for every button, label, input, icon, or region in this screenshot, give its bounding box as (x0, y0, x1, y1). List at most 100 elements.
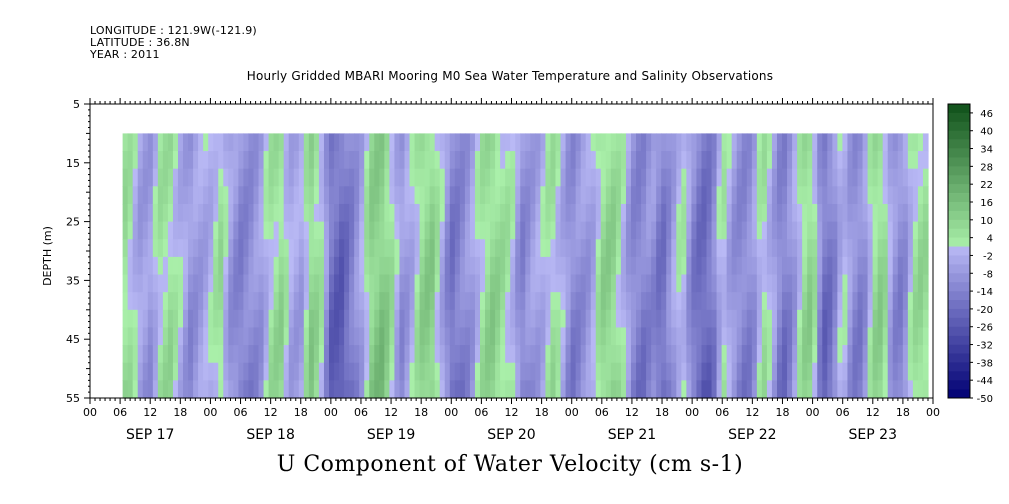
heatmap-cell (656, 256, 662, 276)
heatmap-cell (661, 168, 667, 187)
heatmap-cell (298, 203, 305, 223)
heatmap-cell (339, 203, 345, 223)
heatmap-cell (817, 239, 823, 258)
heatmap-cell (656, 186, 662, 205)
heatmap-cell (671, 186, 677, 205)
heatmap-cell (152, 151, 159, 170)
heatmap-cell (303, 274, 310, 293)
heatmap-cell (238, 221, 245, 240)
heatmap-cell (157, 239, 164, 258)
heatmap-cell (776, 151, 783, 170)
heatmap-cell (595, 133, 602, 152)
heatmap-cell (716, 274, 723, 293)
heatmap-cell (313, 186, 320, 205)
heatmap-cell (797, 151, 803, 170)
heatmap-cell (681, 345, 687, 364)
heatmap-cell (701, 380, 708, 399)
heatmap-cell (741, 203, 748, 223)
heatmap-cell (751, 239, 758, 258)
heatmap-cell (620, 274, 627, 293)
heatmap-cell (771, 362, 778, 381)
heatmap-cell (339, 380, 345, 399)
heatmap-cell (641, 186, 647, 205)
heatmap-cell (807, 239, 813, 258)
heatmap-cell (313, 345, 320, 364)
heatmap-cell (686, 133, 692, 152)
heatmap-cell (782, 151, 788, 170)
heatmap-cell (892, 151, 899, 170)
heatmap-cell (147, 309, 154, 329)
heatmap-cell (172, 133, 179, 152)
heatmap-cell (545, 133, 552, 152)
heatmap-cell (912, 292, 919, 311)
heatmap-cell (439, 256, 446, 276)
heatmap-cell (575, 168, 582, 187)
heatmap-cell (585, 380, 592, 399)
heatmap-cell (389, 327, 396, 346)
heatmap-cell (384, 203, 390, 223)
heatmap-cell (540, 221, 547, 240)
heatmap-cell (313, 292, 320, 311)
heatmap-cell (666, 274, 672, 293)
heatmap-cell (424, 274, 431, 293)
heatmap-cell (349, 327, 355, 346)
heatmap-cell (183, 256, 189, 276)
heatmap-cell (223, 203, 229, 223)
heatmap-cell (268, 239, 275, 258)
heatmap-cell (293, 274, 300, 293)
heatmap-cell (907, 309, 914, 329)
heatmap-cell (847, 274, 854, 293)
heatmap-cell (787, 168, 793, 187)
heatmap-cell (565, 221, 572, 240)
heatmap-cell (258, 345, 265, 364)
heatmap-cell (162, 327, 169, 346)
heatmap-cell (399, 327, 406, 346)
heatmap-cell (862, 151, 869, 170)
heatmap-cell (595, 186, 602, 205)
heatmap-cell (922, 239, 929, 258)
heatmap-cell (419, 256, 426, 276)
heatmap-cell (585, 186, 592, 205)
heatmap-cell (721, 274, 728, 293)
heatmap-cell (625, 309, 632, 329)
heatmap-cell (167, 168, 174, 187)
heatmap-cell (761, 274, 768, 293)
heatmap-cell (595, 380, 602, 399)
heatmap-cell (464, 274, 471, 293)
heatmap-cell (198, 345, 204, 364)
heatmap-cell (263, 221, 270, 240)
heatmap-cell (268, 221, 275, 240)
heatmap-cell (273, 221, 280, 240)
heatmap-cell (454, 239, 461, 258)
heatmap-cell (686, 380, 692, 399)
heatmap-cell (570, 151, 577, 170)
y-tick-label: 35 (66, 274, 80, 287)
heatmap-cell (736, 362, 743, 381)
heatmap-cell (273, 256, 280, 276)
heatmap-cell (887, 292, 894, 311)
heatmap-cell (354, 186, 360, 205)
heatmap-cell (575, 186, 582, 205)
colorbar-label: 28 (980, 162, 993, 173)
heatmap-cell (686, 256, 692, 276)
heatmap-cell (912, 133, 919, 152)
heatmap-cell (127, 345, 134, 364)
heatmap-cell (379, 345, 385, 364)
heatmap-cell (510, 292, 516, 311)
heatmap-cell (797, 292, 803, 311)
heatmap-cell (374, 151, 380, 170)
heatmap-cell (278, 186, 285, 205)
heatmap-cell (233, 274, 239, 293)
colorbar-band (948, 139, 970, 149)
heatmap-cell (273, 309, 280, 329)
heatmap-cell (485, 203, 491, 223)
heatmap-cell (162, 133, 169, 152)
heatmap-cell (152, 292, 159, 311)
heatmap-cell (525, 292, 531, 311)
heatmap-cell (570, 345, 577, 364)
heatmap-cell (243, 168, 250, 187)
heatmap-cell (384, 380, 390, 399)
heatmap-cell (354, 151, 360, 170)
heatmap-cell (162, 309, 169, 329)
